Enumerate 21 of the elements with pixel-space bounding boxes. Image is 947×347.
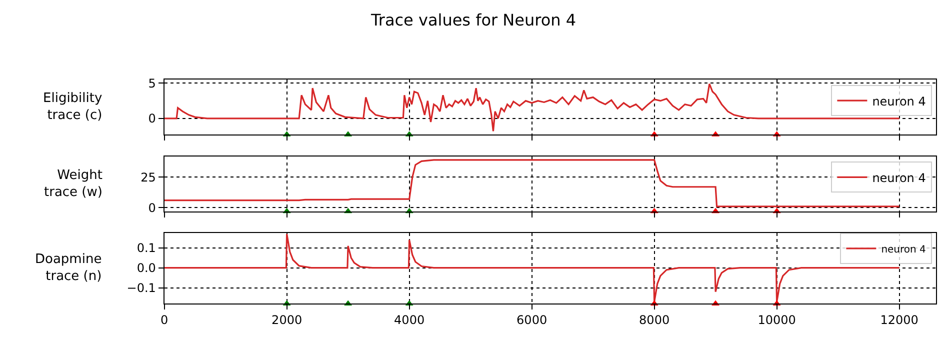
x-tick-label: 8000	[639, 313, 670, 328]
x-tick-label: 2000	[272, 313, 302, 328]
y-tick-label: −0.1	[126, 280, 156, 295]
y-tick-label: 25	[140, 170, 156, 184]
y-tick-label: 0	[148, 200, 156, 215]
y-axis-title: Doapmine trace (n)	[35, 252, 102, 284]
x-tick-label: 10000	[758, 313, 796, 328]
chart-title: Trace values for Neuron 4	[370, 10, 576, 30]
x-tick-label: 4000	[394, 313, 425, 328]
y-axis-title: Weight trace (w)	[44, 168, 102, 200]
y-tick-label: 0.0	[136, 261, 156, 276]
series-label: neuron 4	[872, 170, 926, 185]
y-tick-label: 5	[148, 76, 156, 90]
y-axis-title: Eligibility trace (c)	[43, 91, 102, 123]
x-tick-label: 6000	[516, 313, 548, 328]
y-tick-label: 0	[148, 112, 156, 126]
x-tick-label: 0	[160, 313, 168, 328]
legend-label: neuron 4	[872, 94, 926, 108]
y-tick-label: 0.1	[136, 241, 156, 256]
legend-label: neuron 4	[881, 244, 926, 256]
x-tick-label: 12000	[880, 313, 918, 328]
